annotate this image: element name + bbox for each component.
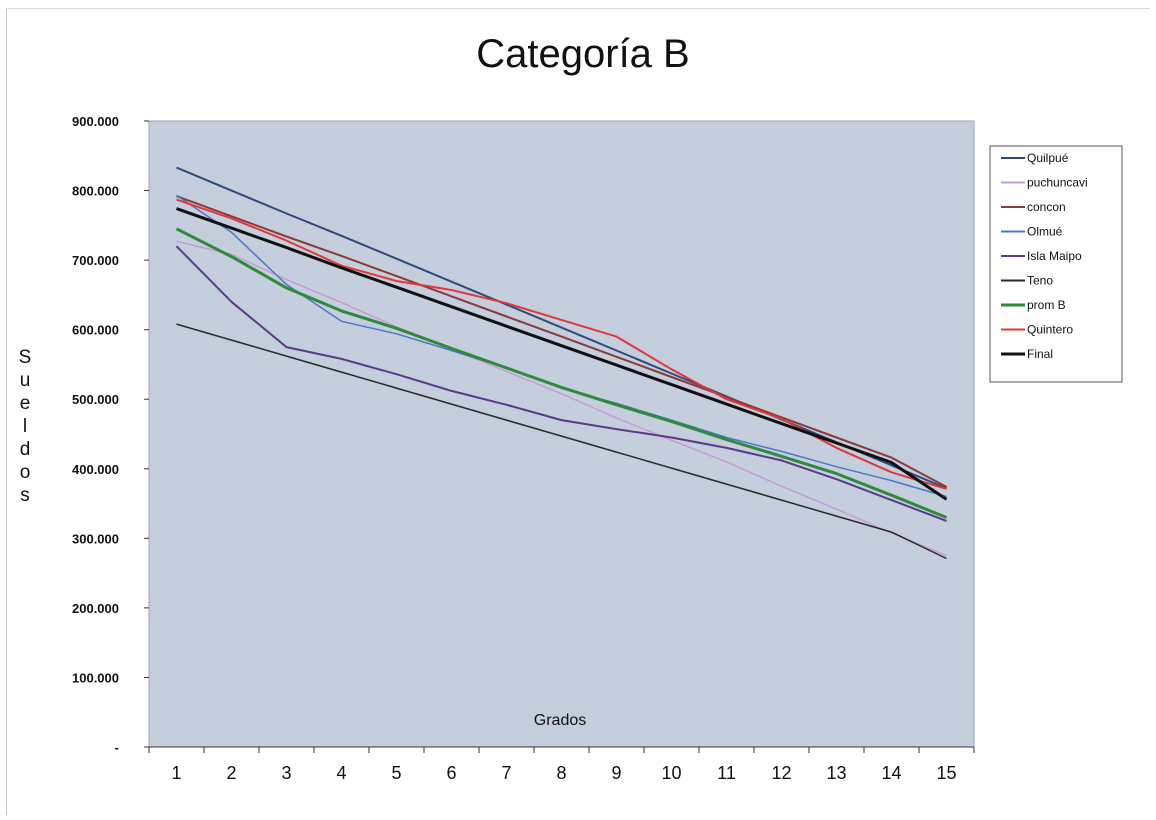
series-line-1 [176,240,947,557]
series-line-8 [175,207,948,501]
x-axis: 1 2 3 4 5 6 7 8 9 10 11 12 13 14 15 [148,746,975,783]
chart-title: Categoría B [476,32,689,76]
legend-label: puchuncavi [1027,176,1088,190]
legend-label: Olmué [1027,225,1063,239]
y-tick-label: 800.000 [72,184,119,199]
y-tick-label: 400.000 [72,462,119,477]
series-line-4 [175,245,947,522]
y-tick-label: 500.000 [72,392,119,407]
x-tick-label: 7 [501,763,511,783]
x-tick-label: 3 [281,763,291,783]
y-axis-label-char: u [20,370,31,391]
y-axis: - 100.000 200.000 300.000 400.000 500.000 600.… [72,114,149,755]
y-tick-label: 200.000 [72,601,119,616]
y-tick-label: 900.000 [72,114,119,129]
series-line-6 [175,227,948,519]
x-tick-label: 15 [936,763,956,783]
legend-label: Quintero [1027,323,1073,337]
series-layer [175,166,948,560]
x-tick-label: 9 [611,763,621,783]
x-tick-label: 5 [391,763,401,783]
plot-area [148,120,975,748]
x-tick-label: 6 [446,763,456,783]
x-tick-label: 11 [717,763,736,783]
legend-label: prom B [1027,298,1066,312]
y-axis-label-char: d [20,439,31,460]
x-tick-label: 2 [226,763,236,783]
x-tick-label: 1 [171,763,181,783]
y-axis-label-char: l [23,416,27,437]
series-line-7 [176,198,947,490]
x-tick-label: 13 [826,763,846,783]
x-axis-label: Grados [534,712,586,729]
y-axis-label-char: S [19,347,32,368]
chart-frame: Categoría B - 100.000 200.000 300.000 400.00… [6,8,1150,815]
y-tick-label: 700.000 [72,253,119,268]
y-tick-label: 600.000 [72,323,119,338]
y-axis-label-char: e [20,393,31,414]
chart-svg: Categoría B - 100.000 200.000 300.000 400.00… [19,32,1123,783]
x-tick-label: 4 [336,763,346,783]
y-tick-label: 300.000 [72,531,119,546]
legend-box [989,145,1123,383]
y-tick-label: - [115,740,119,755]
y-axis-label-char: s [20,485,30,506]
x-tick-label: 8 [556,763,566,783]
legend: Quilpué puchuncavi concon Olmué Isla Maipo Te… [989,145,1123,383]
legend-label: Final [1027,347,1053,361]
x-tick-label: 14 [881,763,901,783]
legend-label: Teno [1027,274,1053,288]
legend-label: Quilpué [1027,151,1069,165]
y-tick-label: 100.000 [72,670,119,685]
x-tick-label: 10 [661,763,681,783]
series-line-0 [176,166,947,490]
x-tick-label: 12 [771,763,791,783]
legend-label: Isla Maipo [1027,249,1082,263]
series-line-5 [176,323,947,560]
legend-label: concon [1027,200,1066,214]
series-line-2 [176,195,947,488]
y-axis-label-char: o [20,462,31,483]
